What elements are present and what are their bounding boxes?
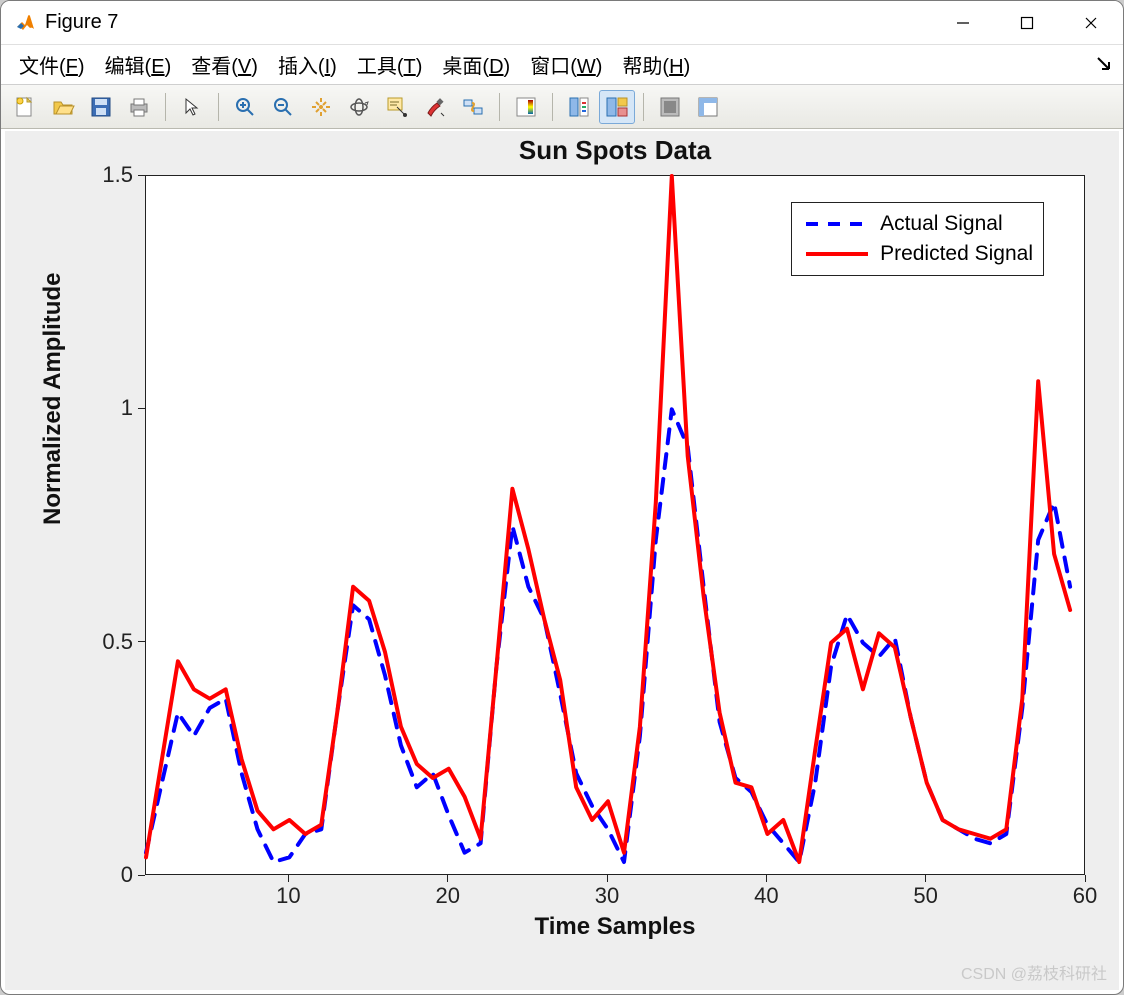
dock-icon[interactable] <box>1095 55 1113 78</box>
menubar: 文件(F)编辑(E)查看(V)插入(I)工具(T)桌面(D)窗口(W)帮助(H) <box>1 45 1123 85</box>
plot-box: Actual Signal Predicted Signal <box>145 175 1085 875</box>
x-axis-label: Time Samples <box>535 913 696 941</box>
open-icon[interactable] <box>45 90 81 124</box>
colorbar-icon[interactable] <box>508 90 544 124</box>
hide-tools-icon[interactable] <box>652 90 688 124</box>
window-title: Figure 7 <box>45 11 118 34</box>
menu-d[interactable]: 桌面(D) <box>432 46 520 83</box>
link-icon[interactable] <box>455 90 491 124</box>
menu-f[interactable]: 文件(F) <box>9 46 95 83</box>
pointer-icon[interactable] <box>174 90 210 124</box>
x-tick-label: 40 <box>754 883 778 909</box>
menu-v[interactable]: 查看(V) <box>181 46 268 83</box>
x-tick-label: 10 <box>276 883 300 909</box>
pan-icon[interactable] <box>303 90 339 124</box>
menu-e[interactable]: 编辑(E) <box>95 46 182 83</box>
y-axis-label: Normalized Amplitude <box>39 273 67 525</box>
menu-w[interactable]: 窗口(W) <box>520 46 612 83</box>
x-tick-label: 50 <box>913 883 937 909</box>
y-tick-label: 0.5 <box>102 629 133 655</box>
chart-title: Sun Spots Data <box>519 135 711 166</box>
x-tick-label: 30 <box>595 883 619 909</box>
show-tools-icon[interactable] <box>690 90 726 124</box>
titlebar: Figure 7 <box>1 1 1123 45</box>
new-figure-icon[interactable] <box>7 90 43 124</box>
x-tick-label: 20 <box>435 883 459 909</box>
y-tick-label: 1 <box>121 395 133 421</box>
legend[interactable]: Actual Signal Predicted Signal <box>791 202 1044 276</box>
series-predicted <box>146 176 1070 862</box>
print-icon[interactable] <box>121 90 157 124</box>
plot-tools-icon[interactable] <box>599 90 635 124</box>
legend-label: Predicted Signal <box>880 242 1033 266</box>
zoom-out-icon[interactable] <box>265 90 301 124</box>
menu-h[interactable]: 帮助(H) <box>612 46 700 83</box>
y-tick-label: 0 <box>121 862 133 888</box>
x-tick-label: 60 <box>1073 883 1097 909</box>
figure-area: Sun Spots Data Actual Signal Predicted Si… <box>5 131 1119 990</box>
maximize-button[interactable] <box>995 1 1059 45</box>
toolbar <box>1 85 1123 129</box>
y-tick-label: 1.5 <box>102 162 133 188</box>
axes[interactable]: Actual Signal Predicted Signal Normalized… <box>15 165 1109 984</box>
legend-label: Actual Signal <box>880 212 1003 236</box>
legend-item[interactable]: Actual Signal <box>802 209 1033 239</box>
menu-t[interactable]: 工具(T) <box>347 46 433 83</box>
data-cursor-icon[interactable] <box>379 90 415 124</box>
brush-icon[interactable] <box>417 90 453 124</box>
chart-canvas <box>146 176 1086 876</box>
rotate3d-icon[interactable] <box>341 90 377 124</box>
close-button[interactable] <box>1059 1 1123 45</box>
legend-item[interactable]: Predicted Signal <box>802 239 1033 269</box>
minimize-button[interactable] <box>931 1 995 45</box>
matlab-icon <box>15 13 35 33</box>
zoom-in-icon[interactable] <box>227 90 263 124</box>
menu-i[interactable]: 插入(I) <box>268 46 347 83</box>
save-icon[interactable] <box>83 90 119 124</box>
insert-legend-icon[interactable] <box>561 90 597 124</box>
figure-window: Figure 7 文件(F)编辑(E)查看(V)插入(I)工具(T)桌面(D)窗… <box>0 0 1124 995</box>
